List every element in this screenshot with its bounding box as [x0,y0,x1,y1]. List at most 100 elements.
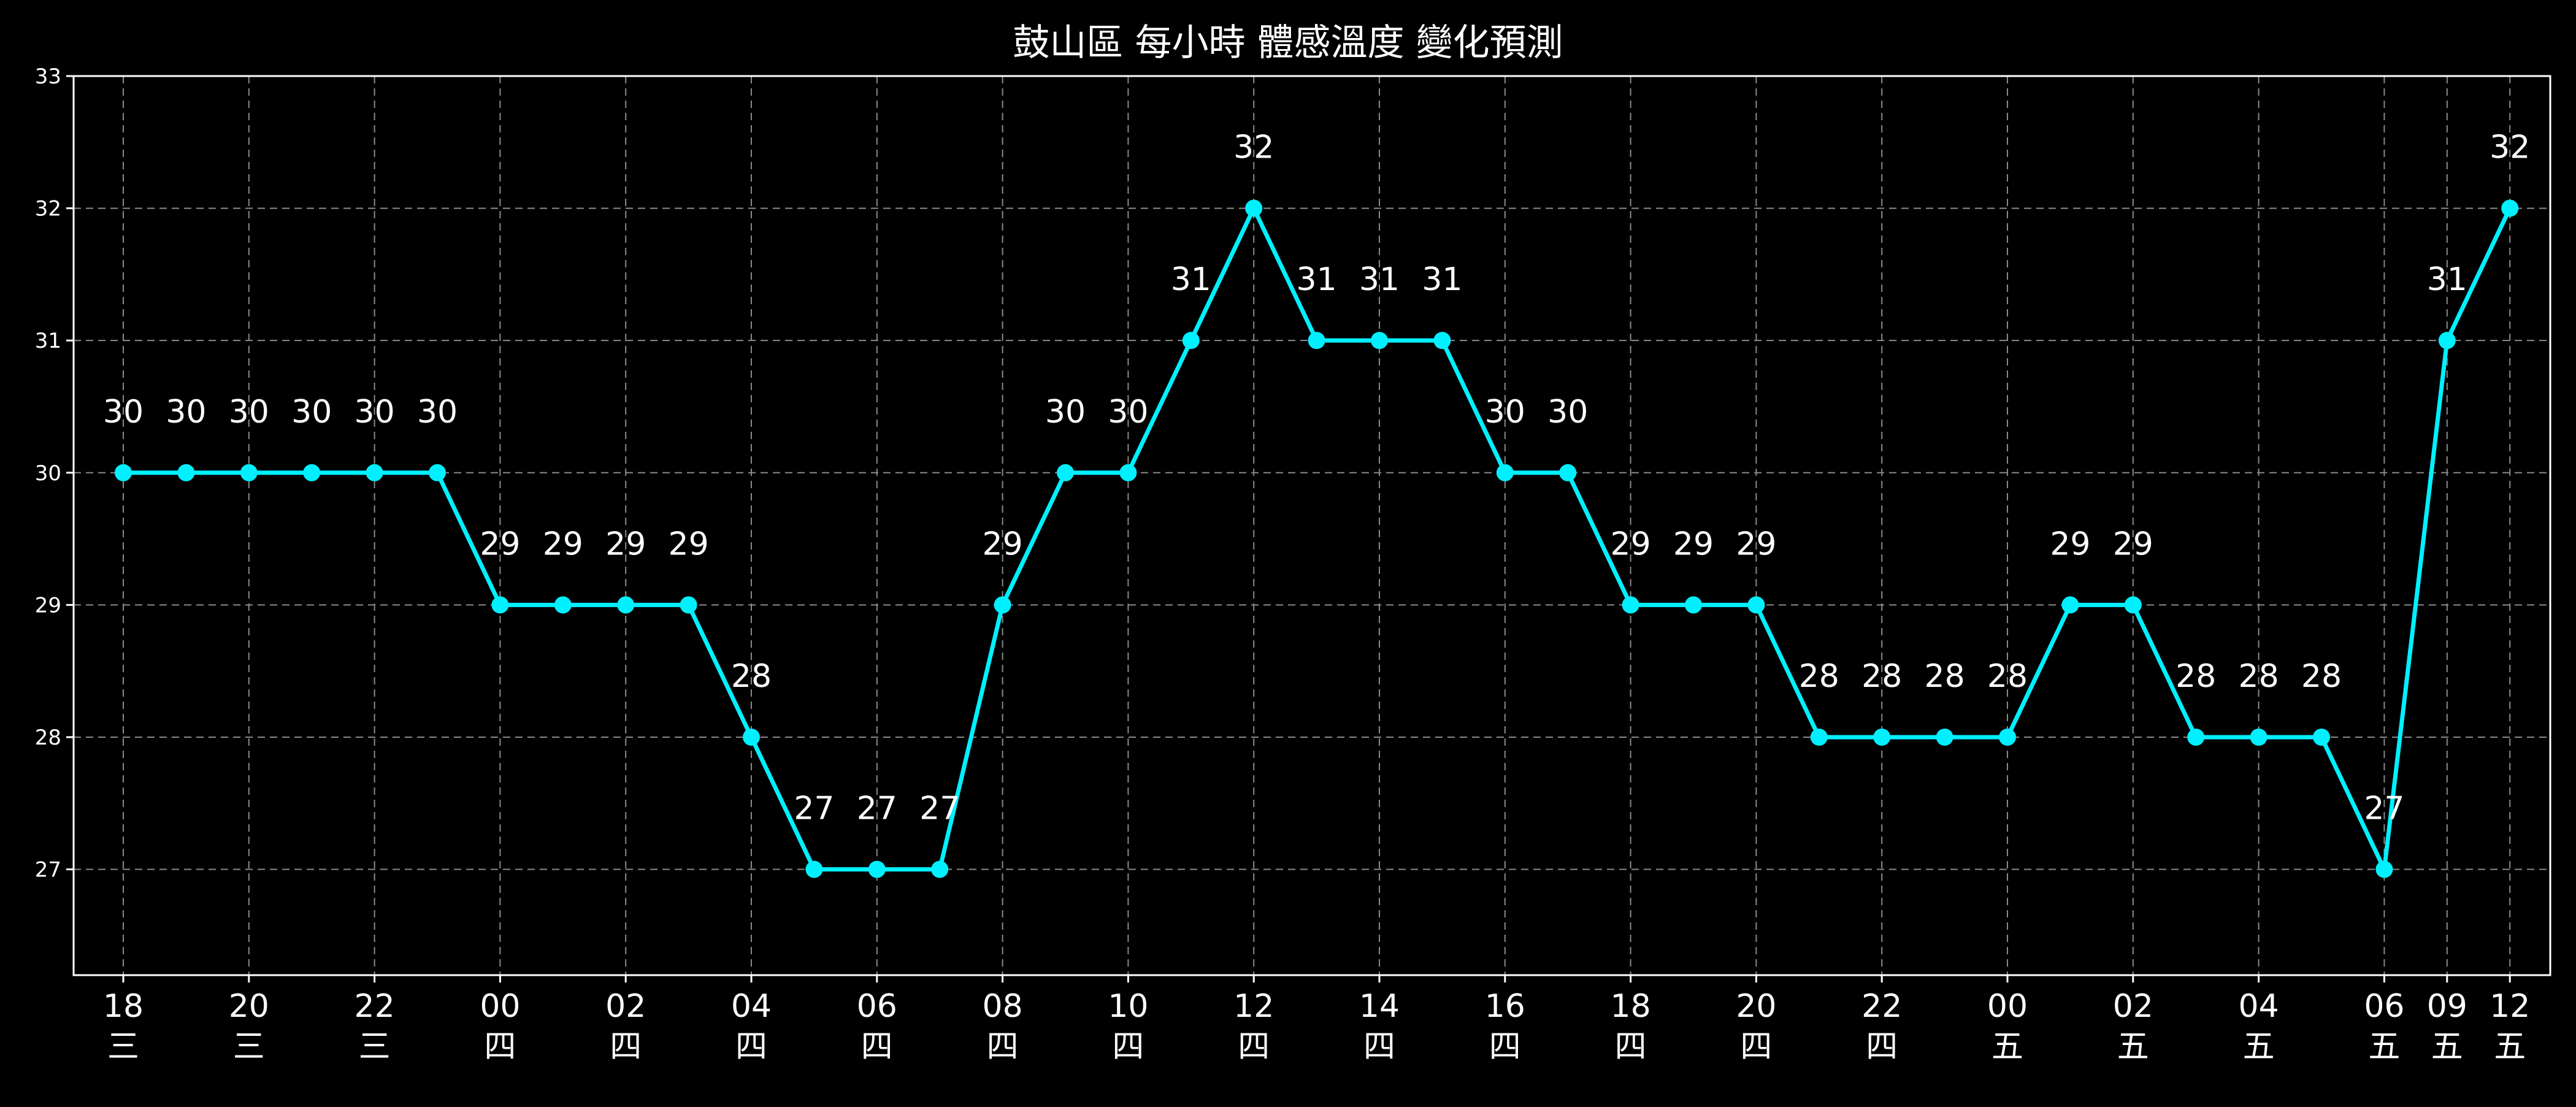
data-point [1810,728,1828,746]
y-tick-label: 32 [35,197,61,221]
x-tick-hour-label: 06 [2364,988,2404,1025]
data-label: 30 [103,394,144,431]
data-labels: 30 30 30 30 30 30 29 29 29 29 28 27 27 27 29 30 30 31 32 31… [103,129,2530,827]
x-tick-day-label: 四 [987,1028,1019,1065]
data-label: 28 [1861,658,1902,695]
x-tick-hour-label: 20 [229,988,269,1025]
x-tick-day-label: 四 [1363,1028,1395,1065]
x-tick-hour-label: 04 [2239,988,2279,1025]
data-point [1936,728,1953,746]
data-point [931,860,949,878]
data-point [617,596,635,614]
data-label: 31 [1297,261,1337,298]
data-point [2501,199,2519,217]
x-tick-hour-label: 06 [857,988,897,1025]
data-label: 29 [543,526,583,562]
x-tick-hour-label: 16 [1485,988,1525,1025]
x-tick-hour-label: 14 [1359,988,1400,1025]
data-label: 30 [355,394,395,431]
x-tick-day-label: 三 [107,1028,139,1065]
data-point [1999,728,2016,746]
data-label: 32 [1233,129,1274,166]
data-label: 27 [2364,791,2404,827]
data-point [2061,596,2079,614]
data-point [429,464,446,481]
data-point [240,464,258,481]
data-point [115,464,132,481]
x-tick-day-label: 五 [2117,1028,2149,1065]
data-point [1057,464,1074,481]
plot-frame [72,75,2551,976]
data-label: 30 [166,394,206,431]
x-tick-hour-label: 12 [1233,988,1274,1025]
data-point [1119,464,1137,481]
data-label: 28 [1987,658,2028,695]
x-tick-day-label: 四 [484,1028,516,1065]
x-tick-day-label: 五 [2431,1028,2463,1065]
x-tick-day-label: 五 [2243,1028,2275,1065]
data-label: 28 [1799,658,1839,695]
x-tick-hour-label: 22 [1861,988,1902,1025]
data-point [1747,596,1765,614]
data-point [1496,464,1514,481]
data-point [177,464,195,481]
data-label: 31 [1171,261,1211,298]
data-point [2313,728,2330,746]
data-label: 29 [2050,526,2090,562]
data-label: 30 [229,394,269,431]
data-label: 30 [1485,394,1525,431]
data-label: 27 [857,791,897,827]
x-tick-day-label: 四 [1112,1028,1144,1065]
x-tick-hour-label: 18 [103,988,144,1025]
data-point [868,860,886,878]
series [115,199,2519,878]
data-label: 29 [1611,526,1651,562]
x-tick-day-label: 三 [359,1028,391,1065]
x-tick-hour-label: 04 [731,988,772,1025]
data-label: 29 [605,526,646,562]
data-label: 30 [417,394,458,431]
y-tick-label: 33 [35,64,61,89]
data-point [303,464,321,481]
x-tick-hour-label: 00 [1987,988,2028,1025]
x-tick-hour-label: 09 [2427,988,2467,1025]
data-label: 28 [731,658,772,695]
data-point [805,860,823,878]
data-point [2124,596,2142,614]
data-point [1873,728,1891,746]
data-label: 28 [2301,658,2342,695]
x-tick-hour-label: 20 [1736,988,1776,1025]
x-tick-hour-label: 08 [983,988,1023,1025]
data-point [491,596,509,614]
data-point [2375,860,2393,878]
data-point [2250,728,2267,746]
data-label: 29 [1736,526,1776,562]
x-tick-day-label: 五 [2368,1028,2400,1065]
data-label: 30 [1108,394,1148,431]
data-label: 29 [669,526,709,562]
data-label: 29 [983,526,1023,562]
x-tick-day-label: 三 [233,1028,265,1065]
x-tick-hour-label: 00 [480,988,520,1025]
y-tick-label: 27 [35,858,61,883]
data-point [2187,728,2205,746]
data-label: 31 [2427,261,2467,298]
x-tick-day-label: 四 [1866,1028,1898,1065]
data-label: 28 [2175,658,2216,695]
data-label: 30 [1547,394,1588,431]
x-tick-day-label: 五 [1991,1028,2023,1065]
data-label: 30 [291,394,332,431]
y-tick-label: 31 [35,329,61,353]
data-point [366,464,383,481]
axes: 2728293031323318三20三22三00四02四04四06四08四10… [35,64,2551,1065]
data-point [1685,596,1702,614]
chart-title: 鼓山區 每小時 體感溫度 變化預測 [1013,21,1563,64]
data-label: 29 [2113,526,2153,562]
x-tick-hour-label: 02 [2113,988,2153,1025]
data-point [1433,332,1451,350]
data-label: 28 [2239,658,2279,695]
data-label: 29 [480,526,520,562]
data-point [554,596,572,614]
